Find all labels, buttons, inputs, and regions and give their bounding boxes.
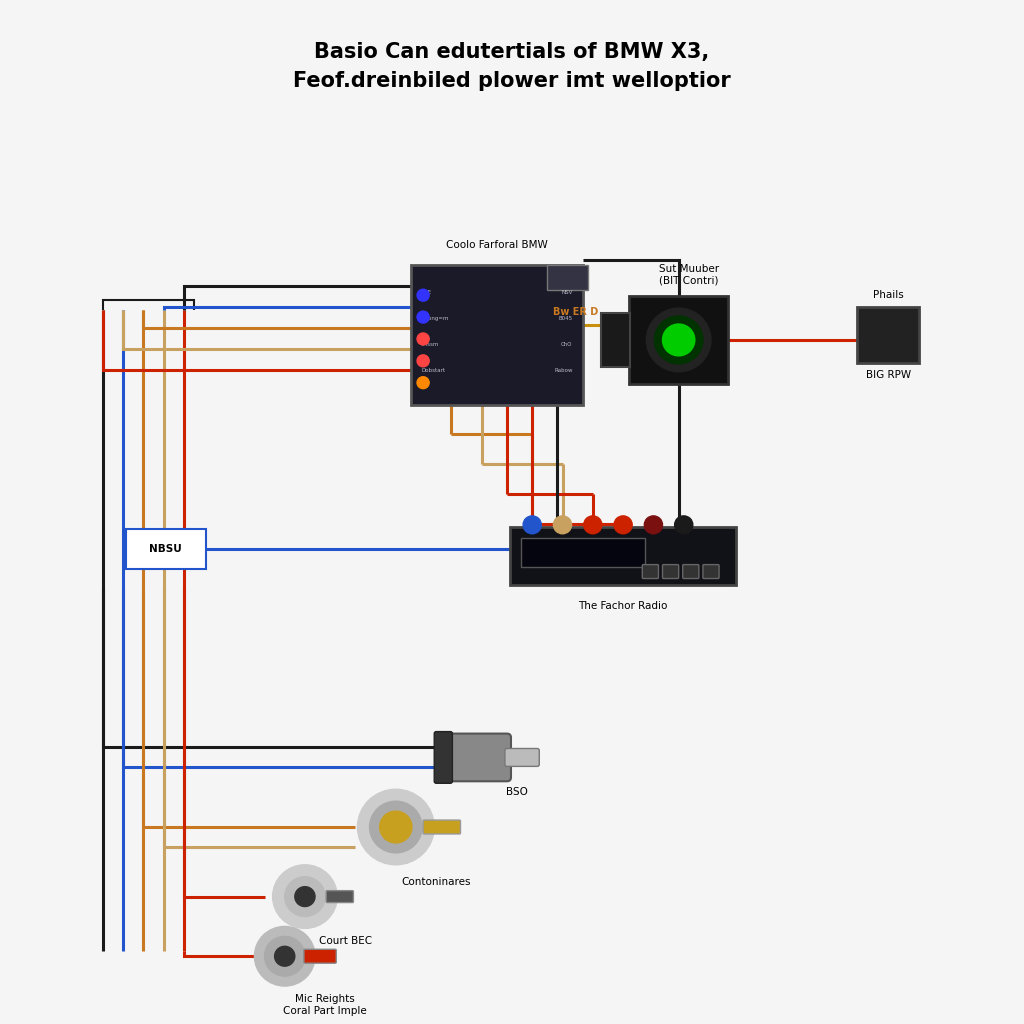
Circle shape bbox=[417, 355, 429, 367]
Text: Dobstart: Dobstart bbox=[421, 368, 445, 373]
Circle shape bbox=[272, 865, 337, 929]
FancyBboxPatch shape bbox=[437, 733, 511, 781]
Text: LitE: LitE bbox=[421, 290, 431, 295]
Text: Feof.dreinbiled plower imt welloptior: Feof.dreinbiled plower imt welloptior bbox=[293, 72, 731, 91]
FancyBboxPatch shape bbox=[510, 526, 736, 586]
Text: ChO: ChO bbox=[561, 342, 572, 347]
FancyBboxPatch shape bbox=[642, 564, 658, 579]
Text: Rabow: Rabow bbox=[554, 368, 572, 373]
Text: NSV: NSV bbox=[561, 290, 572, 295]
Circle shape bbox=[274, 946, 295, 967]
Text: Court BEC: Court BEC bbox=[318, 936, 372, 946]
Text: VAssm: VAssm bbox=[421, 342, 439, 347]
Text: BSO: BSO bbox=[506, 787, 528, 798]
Circle shape bbox=[523, 516, 542, 534]
Circle shape bbox=[553, 516, 571, 534]
Circle shape bbox=[417, 333, 429, 345]
Circle shape bbox=[663, 324, 695, 356]
Text: Contoninares: Contoninares bbox=[401, 877, 471, 887]
Text: B045: B045 bbox=[558, 316, 572, 322]
Circle shape bbox=[285, 877, 326, 916]
Text: Basio Can edutertials of BMW X3,: Basio Can edutertials of BMW X3, bbox=[314, 42, 710, 61]
FancyBboxPatch shape bbox=[702, 564, 719, 579]
Circle shape bbox=[614, 516, 632, 534]
Text: BIG RPW: BIG RPW bbox=[865, 370, 910, 380]
FancyBboxPatch shape bbox=[126, 528, 206, 568]
FancyBboxPatch shape bbox=[601, 313, 630, 367]
Circle shape bbox=[417, 289, 429, 301]
Text: Coolo Farforal BMW: Coolo Farforal BMW bbox=[446, 241, 548, 251]
Circle shape bbox=[254, 927, 315, 986]
FancyBboxPatch shape bbox=[304, 949, 336, 964]
Text: Sut Muuber
(BIT Contri): Sut Muuber (BIT Contri) bbox=[658, 263, 719, 286]
FancyBboxPatch shape bbox=[505, 749, 540, 766]
Circle shape bbox=[295, 887, 315, 906]
Circle shape bbox=[646, 308, 711, 372]
FancyBboxPatch shape bbox=[423, 820, 461, 834]
Circle shape bbox=[417, 377, 429, 389]
Circle shape bbox=[264, 936, 305, 976]
FancyBboxPatch shape bbox=[683, 564, 698, 579]
FancyBboxPatch shape bbox=[548, 265, 588, 290]
FancyBboxPatch shape bbox=[857, 307, 920, 362]
Text: Bypng=m: Bypng=m bbox=[421, 316, 449, 322]
Text: Phails: Phails bbox=[872, 290, 903, 300]
Circle shape bbox=[644, 516, 663, 534]
FancyBboxPatch shape bbox=[326, 891, 353, 902]
Text: Bw ER D: Bw ER D bbox=[553, 307, 598, 317]
FancyBboxPatch shape bbox=[411, 265, 583, 404]
Circle shape bbox=[357, 790, 434, 865]
Circle shape bbox=[654, 316, 702, 364]
Text: Mic Reights
Coral Part Imple: Mic Reights Coral Part Imple bbox=[284, 994, 367, 1016]
FancyBboxPatch shape bbox=[434, 731, 453, 783]
Text: The Fachor Radio: The Fachor Radio bbox=[579, 601, 668, 611]
FancyBboxPatch shape bbox=[629, 296, 728, 384]
Text: NBSU: NBSU bbox=[150, 544, 182, 554]
Circle shape bbox=[584, 516, 602, 534]
Circle shape bbox=[380, 811, 412, 843]
FancyBboxPatch shape bbox=[663, 564, 679, 579]
FancyBboxPatch shape bbox=[521, 538, 645, 566]
Circle shape bbox=[417, 311, 429, 323]
Circle shape bbox=[675, 516, 693, 534]
Circle shape bbox=[370, 801, 422, 853]
